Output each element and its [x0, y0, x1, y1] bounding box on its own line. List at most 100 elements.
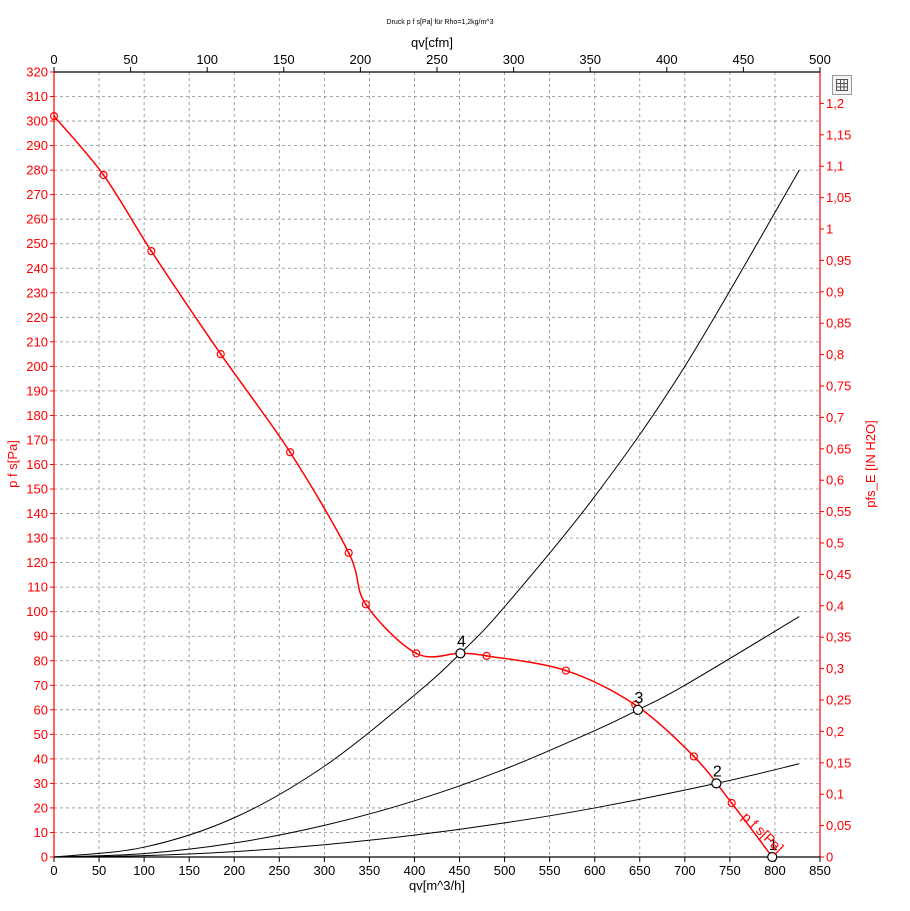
y-tick-label: 140: [26, 506, 48, 521]
fan-curve-marker: [689, 752, 698, 761]
x-tick-label: 550: [539, 863, 561, 878]
fan-curve-marker-dot: [102, 174, 105, 177]
operating-point-3: [632, 704, 644, 715]
y2-tick-label: 0,65: [826, 441, 851, 456]
fan-curve-marker-dot: [347, 551, 350, 554]
fan-curve-marker-dot: [415, 652, 418, 655]
curves: [53, 115, 800, 858]
fan-curve-marker-dot: [150, 250, 153, 253]
y-tick-label: 70: [34, 678, 48, 693]
x2-tick-label: 250: [426, 52, 448, 67]
y-tick-label: 150: [26, 482, 48, 497]
operating-point-1: [767, 851, 778, 863]
x-tick-label: 100: [133, 863, 155, 878]
y-tick-label: 230: [26, 285, 48, 300]
y2-tick-label: 0,9: [826, 284, 844, 299]
x2-tick-label: 50: [123, 52, 137, 67]
x2-tick-label: 350: [579, 52, 601, 67]
system-curve-2: [53, 763, 800, 858]
y2-tick-label: 1: [826, 222, 833, 237]
fan-curve-marker: [412, 649, 421, 658]
y-tick-label: 130: [26, 531, 48, 546]
y2-tick-label: 0,05: [826, 818, 851, 833]
x-tick-label: 450: [449, 863, 471, 878]
y-tick-label: 170: [26, 432, 48, 447]
fan-curve-marker: [49, 112, 59, 121]
chart-title: Druck p f s[Pa] für Rho=1,2kg/m^3: [387, 19, 494, 26]
y-tick-label: 0: [41, 850, 48, 865]
y2-axis-label: pfs_E [IN H2O]: [863, 420, 878, 507]
y2-tick-label: 0,55: [826, 504, 851, 519]
operating-points: 4 3 2 1: [49, 112, 778, 863]
y-axis-label: p f s[Pa]: [5, 440, 20, 488]
x-tick-label: 200: [223, 863, 245, 878]
x-tick-label: 600: [584, 863, 606, 878]
fan-curve-marker: [561, 666, 570, 675]
x2-tick-label: 400: [656, 52, 678, 67]
y2-tick-label: 0,25: [826, 693, 851, 708]
y2-tick-label: 0,3: [826, 661, 844, 676]
x-tick-label: 650: [629, 863, 651, 878]
fan-curve-marker: [344, 548, 353, 557]
y-tick-label: 30: [34, 776, 48, 791]
y2-tick-label: 0,85: [826, 316, 851, 331]
y2-tick-label: 0,15: [826, 755, 851, 770]
system-curve-3: [53, 616, 800, 858]
x2-tick-label: 450: [733, 52, 755, 67]
y-tick-label: 240: [26, 261, 48, 276]
x-tick-label: 750: [719, 863, 741, 878]
fan-curve-marker: [361, 600, 370, 609]
x2-tick-label: 500: [809, 52, 831, 67]
y2-tick-label: 0,8: [826, 347, 844, 362]
x-tick-label: 0: [50, 863, 57, 878]
y2-tick-label: 0,5: [826, 536, 844, 551]
fan-curve-marker: [147, 246, 156, 256]
operating-point-label-1: 1: [769, 837, 778, 854]
x-tick-label: 800: [764, 863, 786, 878]
y-tick-label: 250: [26, 236, 48, 251]
y2-tick-label: 0,95: [826, 253, 851, 268]
y2-tick-label: 0: [826, 850, 833, 865]
x-tick-label: 150: [178, 863, 200, 878]
fan-curve-marker: [482, 651, 491, 660]
x-tick-label: 300: [314, 863, 336, 878]
x2-axis-label: qv[cfm]: [411, 35, 453, 50]
y-tick-label: 310: [26, 89, 48, 104]
fan-curve-marker-dot: [364, 603, 367, 606]
y-tick-label: 270: [26, 187, 48, 202]
fan-curve-marker: [286, 448, 295, 457]
fan-curve-marker: [727, 798, 736, 808]
fan-curve: [53, 115, 773, 858]
grid: [54, 72, 820, 857]
y-tick-label: 200: [26, 359, 48, 374]
x-tick-label: 700: [674, 863, 696, 878]
y-tick-label: 60: [34, 702, 48, 717]
operating-point-label-4: 4: [457, 633, 466, 650]
tick-labels: 0 50 100 150 200 250 300 350 400 450 500 550 600 650 7…: [26, 52, 851, 878]
y-tick-label: 300: [26, 114, 48, 129]
y-tick-label: 220: [26, 310, 48, 325]
y-tick-label: 260: [26, 212, 48, 227]
fan-curve-marker-dot: [730, 802, 733, 805]
y2-tick-label: 1,1: [826, 159, 844, 174]
y-tick-label: 210: [26, 334, 48, 349]
x-axis-label: qv[m^3/h]: [409, 878, 465, 893]
y2-tick-label: 0,7: [826, 410, 844, 425]
grid-icon: [836, 79, 848, 91]
y-tick-label: 90: [34, 629, 48, 644]
y-tick-label: 100: [26, 604, 48, 619]
x-tick-label: 500: [494, 863, 516, 878]
y2-tick-label: 0,75: [826, 379, 851, 394]
y2-tick-label: 0,2: [826, 724, 844, 739]
x2-tick-label: 100: [196, 52, 218, 67]
x2-tick-label: 0: [50, 52, 57, 67]
y-tick-label: 290: [26, 138, 48, 153]
fan-curve-marker-dot: [692, 755, 695, 758]
y-tick-label: 160: [26, 457, 48, 472]
y2-tick-label: 0,4: [826, 598, 844, 613]
fan-curve-marker-dot: [219, 353, 222, 356]
y-tick-label: 280: [26, 163, 48, 178]
table-view-icon[interactable]: [832, 75, 852, 95]
x-tick-label: 250: [268, 863, 290, 878]
